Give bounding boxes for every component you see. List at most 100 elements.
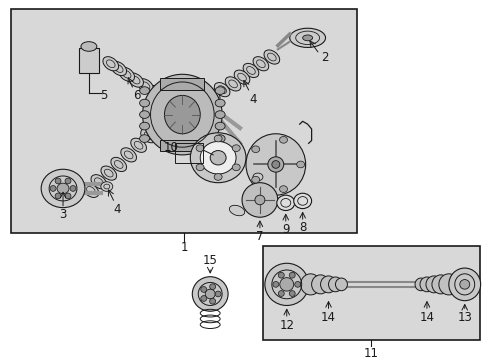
Ellipse shape [190, 133, 245, 183]
Ellipse shape [201, 296, 206, 301]
Text: 14: 14 [320, 311, 335, 324]
Ellipse shape [252, 173, 263, 181]
Ellipse shape [279, 136, 287, 143]
Ellipse shape [215, 291, 221, 297]
Ellipse shape [215, 122, 224, 130]
Ellipse shape [215, 135, 224, 143]
Text: 14: 14 [419, 311, 433, 324]
Ellipse shape [101, 166, 117, 180]
Ellipse shape [435, 280, 443, 289]
Ellipse shape [201, 287, 206, 292]
Ellipse shape [335, 278, 346, 291]
Ellipse shape [311, 275, 329, 294]
Bar [11, 9, 357, 233]
Ellipse shape [81, 42, 97, 51]
Text: 5: 5 [100, 89, 107, 102]
Ellipse shape [425, 280, 433, 289]
Ellipse shape [254, 195, 264, 205]
Ellipse shape [320, 276, 336, 293]
Ellipse shape [141, 129, 156, 143]
Ellipse shape [196, 164, 203, 171]
Ellipse shape [296, 161, 304, 168]
Text: 11: 11 [363, 347, 378, 360]
Text: 9: 9 [282, 223, 289, 236]
Ellipse shape [164, 95, 200, 134]
Ellipse shape [278, 273, 284, 278]
Ellipse shape [139, 111, 149, 118]
Ellipse shape [119, 67, 134, 81]
Text: 8: 8 [298, 221, 305, 234]
Ellipse shape [252, 57, 268, 71]
Ellipse shape [225, 77, 241, 91]
Ellipse shape [300, 274, 320, 295]
Ellipse shape [328, 277, 342, 292]
Ellipse shape [65, 178, 71, 184]
Ellipse shape [121, 148, 136, 162]
Ellipse shape [440, 280, 448, 289]
Ellipse shape [229, 205, 244, 216]
Ellipse shape [289, 28, 325, 48]
Ellipse shape [204, 88, 220, 103]
Ellipse shape [459, 280, 469, 289]
Ellipse shape [139, 87, 149, 94]
Ellipse shape [139, 122, 149, 130]
Ellipse shape [215, 111, 224, 118]
Ellipse shape [302, 35, 312, 41]
Ellipse shape [242, 183, 277, 217]
Ellipse shape [111, 62, 126, 76]
Text: 4: 4 [249, 93, 256, 106]
Ellipse shape [232, 164, 240, 171]
Ellipse shape [267, 157, 283, 172]
Ellipse shape [205, 289, 215, 299]
Ellipse shape [70, 185, 76, 191]
Ellipse shape [83, 183, 99, 197]
Ellipse shape [214, 82, 229, 97]
Ellipse shape [264, 263, 308, 306]
Ellipse shape [210, 150, 225, 165]
Ellipse shape [438, 274, 458, 295]
Ellipse shape [251, 146, 259, 153]
Ellipse shape [245, 134, 305, 195]
Ellipse shape [251, 176, 259, 183]
Text: 4: 4 [113, 203, 120, 216]
Bar [175, 143, 203, 163]
Ellipse shape [142, 74, 222, 155]
Ellipse shape [209, 298, 215, 304]
Ellipse shape [102, 57, 119, 71]
Text: 2: 2 [320, 50, 327, 63]
Ellipse shape [289, 291, 295, 296]
Ellipse shape [293, 193, 311, 208]
Ellipse shape [147, 85, 163, 100]
Ellipse shape [234, 70, 249, 84]
Ellipse shape [214, 174, 222, 180]
Ellipse shape [294, 282, 300, 287]
Ellipse shape [279, 278, 293, 291]
Ellipse shape [209, 284, 215, 289]
Text: 10: 10 [163, 141, 179, 154]
Bar [160, 78, 204, 90]
Ellipse shape [448, 268, 480, 301]
Ellipse shape [278, 291, 284, 296]
Ellipse shape [215, 87, 224, 94]
Ellipse shape [271, 161, 279, 168]
Ellipse shape [419, 277, 433, 292]
Ellipse shape [138, 79, 153, 93]
Text: 6: 6 [133, 89, 140, 102]
Ellipse shape [289, 273, 295, 278]
Text: 15: 15 [203, 254, 217, 267]
Ellipse shape [101, 182, 113, 191]
Text: 1: 1 [180, 242, 188, 255]
Ellipse shape [111, 157, 126, 172]
Ellipse shape [91, 175, 106, 189]
Ellipse shape [192, 277, 227, 311]
Bar [79, 48, 99, 73]
Ellipse shape [57, 183, 69, 194]
Ellipse shape [139, 135, 149, 143]
Ellipse shape [196, 145, 203, 152]
Text: 13: 13 [456, 311, 471, 324]
Ellipse shape [200, 141, 236, 174]
Ellipse shape [50, 185, 56, 191]
Ellipse shape [41, 169, 85, 208]
Ellipse shape [430, 280, 438, 289]
Ellipse shape [130, 138, 146, 152]
